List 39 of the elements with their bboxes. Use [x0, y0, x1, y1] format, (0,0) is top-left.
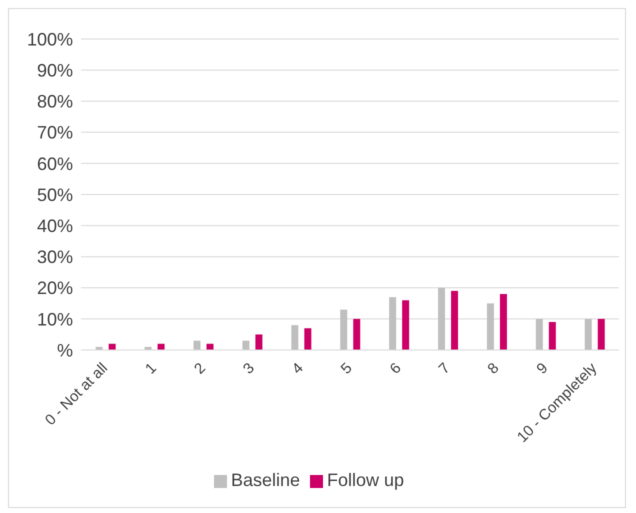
y-tick-label: 50% [36, 184, 73, 205]
bar [389, 297, 396, 350]
y-tick-label: % [56, 340, 73, 360]
y-tick-label: 60% [36, 154, 73, 174]
x-tick-label: 8 [484, 360, 502, 378]
bar [402, 300, 410, 350]
legend-label: Follow up [327, 470, 404, 490]
bar [451, 290, 458, 350]
y-tick-label: 80% [36, 92, 73, 112]
x-tick-label: 5 [338, 360, 356, 378]
bar [340, 310, 348, 350]
y-tick-label: 10% [36, 309, 73, 330]
bar [193, 340, 200, 350]
y-tick-label: 100% [26, 29, 73, 50]
x-tick-label: 0 - Not at all [42, 360, 112, 429]
y-tick-label: 90% [36, 60, 73, 80]
bar [438, 288, 446, 350]
bar [304, 328, 312, 350]
x-tick-label: 3 [240, 360, 258, 378]
bar [598, 318, 605, 350]
x-tick-label: 6 [386, 360, 405, 378]
x-tick-label: 7 [436, 360, 454, 378]
bar [353, 318, 360, 350]
bar [486, 303, 494, 350]
legend-label: Baseline [230, 470, 300, 490]
y-tick-label: 70% [36, 122, 73, 143]
x-tick-label: 2 [191, 360, 209, 378]
bar [584, 318, 592, 350]
y-tick-label: 30% [36, 247, 73, 268]
bar [536, 318, 543, 350]
bar [291, 325, 298, 350]
y-tick-label: 20% [36, 278, 73, 298]
bar [500, 294, 507, 350]
bar [548, 322, 556, 350]
bar [255, 334, 262, 350]
x-tick-label: 4 [288, 360, 307, 378]
bar [242, 340, 250, 350]
x-tick-label: 1 [142, 360, 160, 378]
y-tick-label: 40% [36, 216, 73, 236]
